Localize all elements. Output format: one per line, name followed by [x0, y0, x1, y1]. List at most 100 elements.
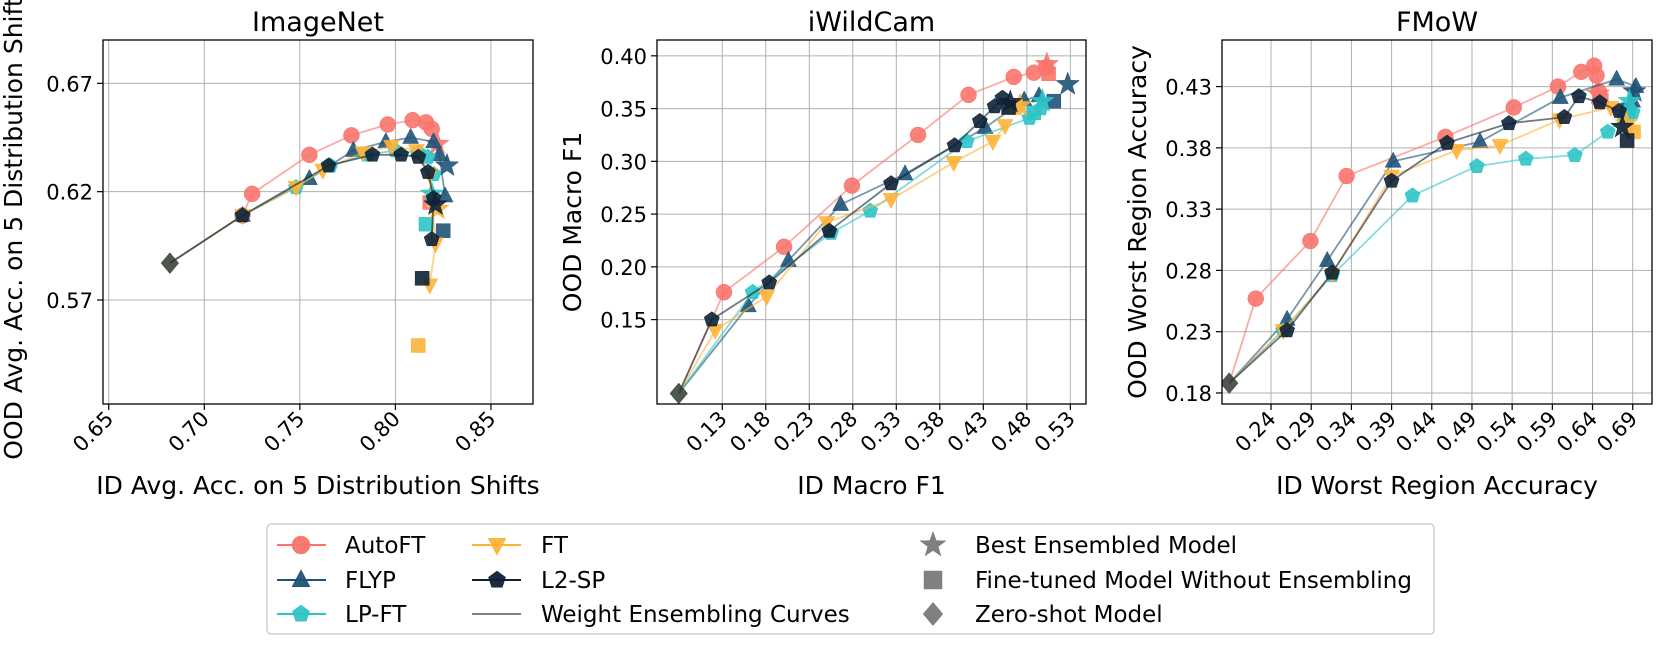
legend-triangle-down-marker	[487, 538, 507, 556]
data-point-ft	[287, 181, 305, 198]
axes-frame	[1221, 39, 1653, 405]
legend-entry-lpft: LP-FT	[277, 602, 407, 628]
x-tick-label: 0.13	[682, 407, 732, 457]
legend-label-finetuned: Fine-tuned Model Without Ensembling	[975, 568, 1412, 594]
legend-label-autoft: AutoFT	[345, 533, 426, 559]
x-tick-label: 0.65	[68, 407, 118, 457]
data-point-autoft	[715, 283, 733, 301]
data-point-l2sp	[1611, 102, 1627, 118]
data-point-l2sp	[703, 311, 720, 327]
data-point-autoft	[775, 238, 793, 255]
data-point-l2sp	[946, 137, 963, 153]
data-point-l2sp	[1591, 94, 1608, 110]
legend-entry-flyp: FLYP	[277, 568, 396, 594]
data-point-autoft	[1302, 232, 1319, 250]
x-tick-label: 0.39	[1351, 407, 1401, 457]
data-point-l2sp	[393, 146, 410, 162]
legend-square-icon	[923, 570, 943, 590]
legend-triangle-up-marker	[291, 569, 311, 587]
axes-frame	[656, 39, 1087, 405]
data-point-autoft	[343, 127, 360, 144]
data-point-l2sp	[1383, 172, 1400, 188]
best-ensembled-l2sp	[423, 191, 448, 216]
data-point-lpft	[1468, 157, 1485, 173]
legend-label-zeroshot: Zero-shot Model	[975, 602, 1163, 628]
y-tick-label: 0.57	[46, 289, 93, 313]
legend-label-l2sp: L2-SP	[541, 568, 605, 594]
x-tick-label: 0.43	[943, 407, 993, 457]
data-point-autoft	[843, 177, 861, 194]
y-tick-label: 0.23	[1165, 321, 1212, 345]
data-point-flyp	[402, 127, 420, 144]
x-tick-label: 0.23	[769, 407, 819, 457]
x-tick-label: 0.85	[450, 407, 500, 457]
x-tick-label: 0.69	[1592, 407, 1642, 457]
data-point-l2sp	[971, 112, 988, 128]
data-point-l2sp	[320, 157, 337, 173]
legend-pentagon-marker	[488, 570, 506, 588]
data-point-l2sp	[1324, 264, 1341, 280]
data-point-lpft	[1566, 146, 1583, 162]
data-point-flyp	[430, 145, 448, 162]
legend-circle-marker	[291, 535, 311, 555]
chart-panel-iwildcam: 0.130.180.230.280.330.380.430.480.53 0.15…	[558, 7, 1087, 500]
data-point-ft	[1491, 139, 1509, 156]
data-point-autoft	[379, 116, 397, 133]
x-tick-label: 0.44	[1391, 407, 1441, 457]
data-point-ft	[758, 290, 776, 307]
data-point-lpft	[1404, 187, 1421, 203]
data-point-autoft	[1247, 290, 1265, 307]
legend-entry-l2sp: L2-SP	[472, 568, 605, 594]
legend: AutoFT FLYP LP-FT FT L2-SP Weight Ensemb…	[266, 523, 1435, 635]
data-point-flyp	[1608, 69, 1626, 86]
y-tick-label: 0.20	[600, 256, 647, 280]
data-point-autoft	[243, 185, 261, 203]
x-tick-label: 0.24	[1231, 407, 1281, 457]
legend-label-lpft: LP-FT	[345, 602, 407, 628]
y-tick-label: 0.33	[1165, 198, 1212, 222]
data-point-ft	[984, 135, 1002, 152]
legend-entry-autoft: AutoFT	[277, 533, 426, 559]
data-point-lpft	[862, 202, 879, 218]
fine-tuned-flyp	[435, 223, 451, 238]
best-ensembled-lpft	[1617, 88, 1642, 112]
x-tick-label: 0.80	[355, 407, 405, 457]
data-point-ft	[383, 139, 400, 156]
legend-entry-best: Best Ensembled Model	[919, 530, 1237, 559]
x-tick-label: 0.64	[1552, 407, 1602, 457]
y-tick-label: 0.38	[1165, 137, 1212, 161]
legend-entry-zeroshot: Zero-shot Model	[922, 601, 1163, 628]
data-point-l2sp	[1501, 115, 1517, 131]
legend-label-ft: FT	[541, 533, 569, 559]
data-point-l2sp	[1556, 108, 1573, 124]
data-point-l2sp	[419, 163, 436, 179]
x-tick-label: 0.48	[986, 407, 1036, 457]
data-point-flyp	[425, 132, 443, 149]
data-point-ft	[945, 156, 963, 173]
x-tick-label: 0.38	[899, 407, 949, 457]
fine-tuned-lpft	[418, 216, 434, 232]
data-point-autoft	[1505, 99, 1523, 116]
y-tick-label: 0.62	[46, 181, 93, 205]
y-tick-label: 0.43	[1165, 76, 1212, 100]
legend-pentagon-marker	[292, 604, 310, 622]
zero-shot-point	[160, 252, 180, 274]
y-tick-label: 0.15	[600, 309, 647, 333]
y-tick-label: 0.18	[1165, 382, 1212, 406]
data-point-flyp	[1318, 250, 1336, 267]
data-point-l2sp	[1570, 88, 1587, 104]
data-point-flyp	[1384, 151, 1402, 168]
x-tick-label: 0.28	[812, 407, 862, 457]
data-point-l2sp	[761, 274, 778, 290]
y-axis-label: OOD Avg. Acc. on 5 Distribution Shifts	[0, 0, 28, 460]
data-point-autoft	[960, 86, 977, 104]
chart-title: iWildCam	[808, 7, 935, 38]
axes-frame	[102, 39, 534, 405]
data-point-autoft	[423, 120, 440, 138]
legend-label-flyp: FLYP	[345, 568, 396, 594]
y-tick-label: 0.35	[600, 98, 647, 122]
legend-diamond-icon	[922, 601, 944, 627]
fine-tuned-lpft	[1026, 105, 1042, 121]
data-point-l2sp	[234, 207, 251, 223]
zero-shot-point	[1222, 372, 1239, 394]
